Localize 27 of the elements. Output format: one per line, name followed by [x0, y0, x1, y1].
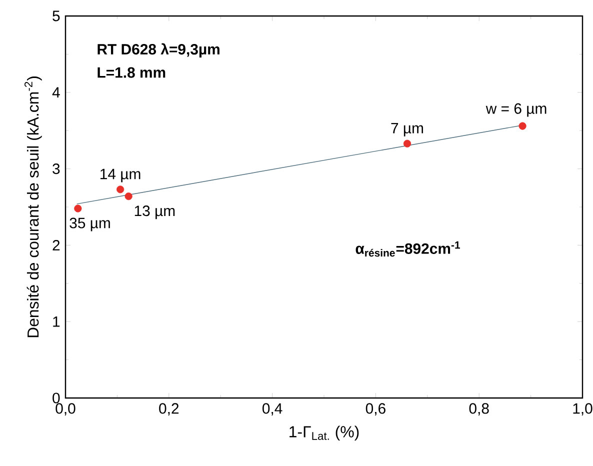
- y-tick-label: 2: [52, 240, 60, 250]
- x-tick-label: 0,8: [469, 403, 489, 416]
- y-tick-label: 0: [52, 392, 60, 404]
- annotation: 13 µm: [134, 206, 175, 220]
- x-tick-label: 0,4: [262, 403, 282, 416]
- annotation: w = 6 µm: [486, 103, 546, 117]
- annotation: 35 µm: [70, 218, 110, 232]
- y-axis-title: Densité de courant de seuil (kA.cm$^{-2}$): [24, 76, 42, 338]
- point: [74, 204, 82, 212]
- x-tick-label: 0,6: [366, 403, 386, 416]
- point: [403, 140, 412, 148]
- x-axis-title: 1-Γ$_{Lat.}$ (%): [290, 426, 359, 441]
- point: [116, 186, 124, 194]
- annotation: α$_{résine}$=892cm$^{-1}$: [356, 241, 460, 257]
- y-tick-label: 5: [52, 10, 60, 22]
- annotation: 7 µm: [391, 123, 423, 136]
- annotation: L=1.8 mm: [98, 67, 166, 78]
- y-tick-label: 4: [52, 87, 60, 98]
- annotation: RT D628 λ=9,3µm: [98, 43, 220, 58]
- x-tick-label: 1,0: [573, 403, 592, 416]
- y-tick-label: 3: [52, 164, 60, 174]
- x-tick-label: 0,2: [159, 403, 179, 416]
- point: [518, 122, 526, 130]
- point: [124, 192, 132, 200]
- x-tick-label: 0,0: [56, 403, 76, 416]
- annotation: 14 µm: [100, 168, 140, 182]
- y-tick-label: 1: [53, 316, 60, 327]
